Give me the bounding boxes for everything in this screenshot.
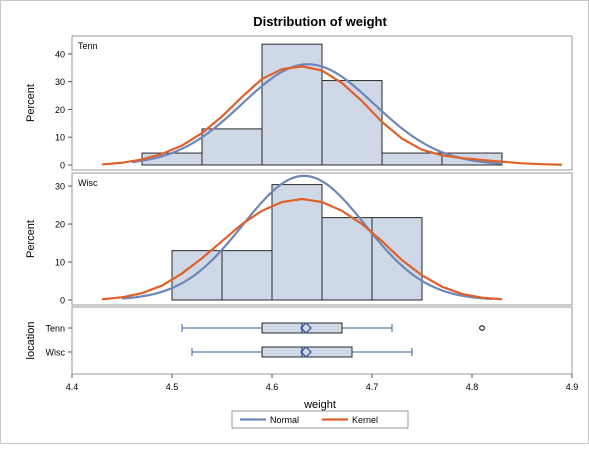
y-tick-label: 10	[55, 258, 65, 268]
kernel-curve	[101, 65, 563, 166]
y-tick-label: 30	[55, 77, 65, 87]
panel-frame	[71, 306, 573, 375]
y-axis-label: location	[25, 322, 37, 360]
normal-curve	[121, 174, 493, 301]
x-tick-label: 4.5	[166, 382, 179, 392]
y-tick-label: 20	[55, 220, 65, 230]
y-tick-label: 0	[60, 161, 65, 171]
histogram-bar	[221, 250, 273, 301]
histogram-bar	[261, 43, 323, 166]
box-mean-marker	[300, 346, 312, 358]
y-tick-label: 40	[55, 49, 65, 59]
y-tick-label: 10	[55, 133, 65, 143]
box-wisc: Wisc	[46, 346, 413, 358]
histogram-panel-tenn: 0 10 20 30 40 Percent Tenn	[25, 35, 573, 171]
y-axis-label: Percent	[25, 220, 37, 258]
legend-label-kernel: Kernel	[352, 415, 378, 425]
box-mean-marker	[300, 322, 312, 334]
box-outlier	[479, 325, 485, 331]
histogram-bar	[381, 152, 443, 166]
histogram-bar	[321, 217, 373, 301]
normal-curve	[131, 63, 503, 165]
histogram-bar	[371, 217, 423, 301]
x-tick-label: 4.6	[266, 382, 279, 392]
box-iqr	[261, 346, 353, 358]
panels-layer: 010203040PercentTenn0102030PercentWisclo…	[25, 35, 579, 392]
legend: Normal Kernel	[231, 410, 409, 429]
y-tick-label: 20	[55, 105, 65, 115]
x-tick-label: 4.8	[466, 382, 479, 392]
boxplot-panel: location Tenn Wisc	[25, 306, 573, 375]
panel-label: Tenn	[78, 41, 98, 51]
x-axis: 4.4 4.5 4.6 4.7 4.8 4.9	[66, 374, 579, 392]
kernel-curve	[101, 197, 503, 301]
y-tick-label: 30	[55, 182, 65, 192]
x-tick-label: 4.9	[566, 382, 579, 392]
y-tick-label: 0	[60, 296, 65, 306]
legend-frame	[231, 410, 409, 429]
x-tick-label: 4.7	[366, 382, 379, 392]
panel-label: Wisc	[78, 178, 98, 188]
legend-label-normal: Normal	[270, 415, 299, 425]
y-axis-label: Percent	[25, 84, 37, 122]
histogram-bar	[201, 128, 263, 166]
histogram-panel-wisc: 0 10 20 30 Percent Wisc	[25, 172, 573, 306]
x-axis-label: weight	[303, 399, 336, 411]
y-tick-label: Wisc	[46, 348, 66, 358]
y-tick-label: Tenn	[45, 324, 65, 334]
chart-title: Distribution of weight	[253, 14, 387, 29]
histogram-bar	[321, 80, 383, 166]
box-tenn: Tenn	[45, 322, 485, 334]
x-tick-label: 4.4	[66, 382, 79, 392]
